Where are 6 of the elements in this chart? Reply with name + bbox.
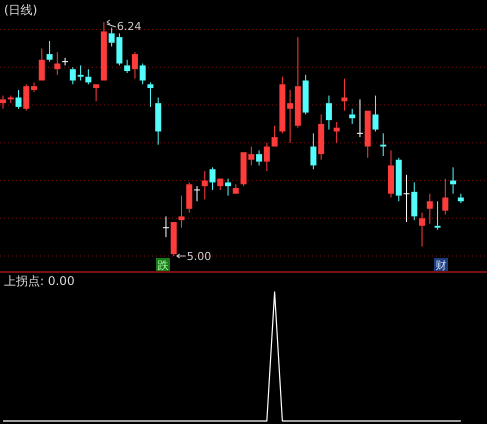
annotation: 5.00 (176, 250, 212, 263)
annotation: 6.24 (116, 20, 142, 33)
chart-title: (日线) (4, 3, 38, 17)
annotation: 5.00 (186, 250, 212, 263)
chart-title: 上拐点: 0.00 (4, 274, 75, 288)
annotation: 6.24 (106, 20, 142, 33)
